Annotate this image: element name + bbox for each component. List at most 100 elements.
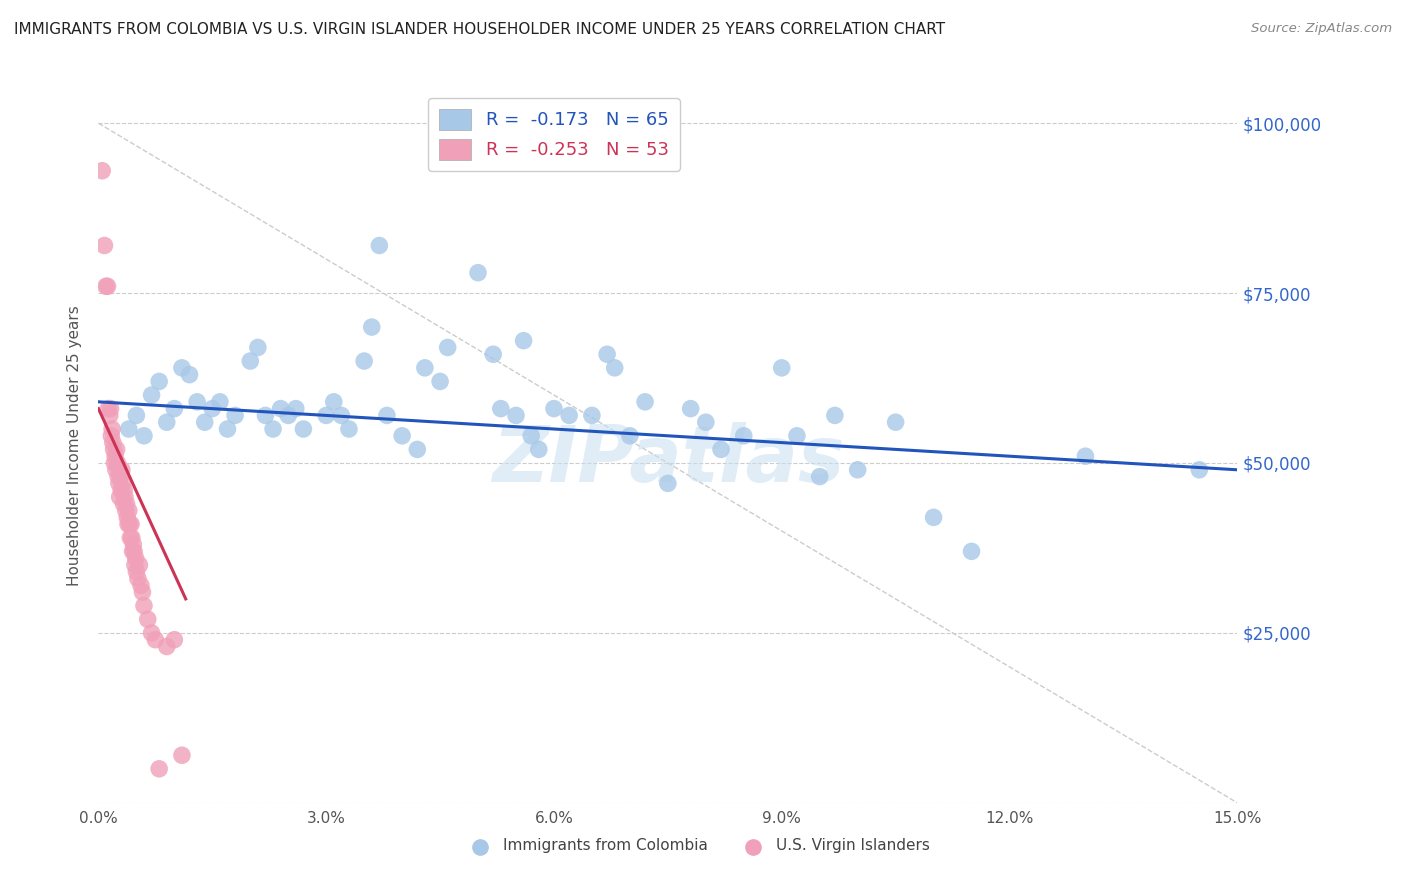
- Point: [315, 409, 337, 423]
- Point: [110, 469, 132, 483]
- Point: [179, 368, 201, 382]
- Point: [117, 517, 139, 532]
- Point: [581, 409, 603, 423]
- Point: [122, 544, 145, 558]
- Point: [375, 409, 398, 423]
- Point: [170, 748, 193, 763]
- Point: [657, 476, 679, 491]
- Point: [121, 544, 143, 558]
- Point: [322, 394, 344, 409]
- Point: [1074, 449, 1097, 463]
- Point: [131, 585, 153, 599]
- Point: [103, 456, 125, 470]
- Point: [118, 517, 141, 532]
- Point: [413, 360, 436, 375]
- Point: [505, 409, 527, 423]
- Point: [710, 442, 733, 457]
- Point: [1188, 463, 1211, 477]
- Point: [136, 612, 159, 626]
- Legend: R =  -0.173   N = 65, R =  -0.253   N = 53: R = -0.173 N = 65, R = -0.253 N = 53: [429, 98, 679, 170]
- Point: [695, 415, 717, 429]
- Point: [118, 422, 141, 436]
- Point: [125, 565, 148, 579]
- Point: [733, 429, 755, 443]
- Text: Immigrants from Colombia: Immigrants from Colombia: [503, 838, 707, 853]
- Point: [512, 334, 534, 348]
- Point: [141, 626, 163, 640]
- Point: [284, 401, 307, 416]
- Y-axis label: Householder Income Under 25 years: Householder Income Under 25 years: [67, 306, 83, 586]
- Point: [94, 279, 117, 293]
- Point: [112, 483, 135, 498]
- Point: [808, 469, 831, 483]
- Point: [156, 415, 179, 429]
- Point: [108, 490, 131, 504]
- Point: [770, 360, 793, 375]
- Point: [186, 394, 208, 409]
- Point: [619, 429, 641, 443]
- Point: [846, 463, 869, 477]
- Point: [120, 517, 142, 532]
- Point: [107, 456, 129, 470]
- Point: [558, 409, 581, 423]
- Point: [148, 375, 170, 389]
- Point: [118, 503, 141, 517]
- Point: [960, 544, 983, 558]
- Point: [922, 510, 945, 524]
- Point: [527, 442, 550, 457]
- Point: [330, 409, 353, 423]
- Point: [254, 409, 277, 423]
- Point: [429, 375, 451, 389]
- Point: [368, 238, 391, 252]
- Point: [884, 415, 907, 429]
- Point: [679, 401, 702, 416]
- Point: [115, 497, 138, 511]
- Point: [110, 483, 132, 498]
- Point: [482, 347, 505, 361]
- Point: [170, 360, 193, 375]
- Point: [156, 640, 179, 654]
- Point: [121, 531, 143, 545]
- Point: [96, 279, 118, 293]
- Point: [125, 409, 148, 423]
- Point: [128, 558, 150, 572]
- Point: [132, 599, 155, 613]
- Point: [292, 422, 315, 436]
- Point: [120, 531, 142, 545]
- Point: [246, 341, 269, 355]
- Point: [353, 354, 375, 368]
- Point: [603, 360, 626, 375]
- Point: [145, 632, 167, 647]
- Point: [489, 401, 512, 416]
- Point: [101, 422, 124, 436]
- Point: [217, 422, 239, 436]
- Point: [194, 415, 217, 429]
- Point: [436, 341, 458, 355]
- Point: [104, 449, 127, 463]
- Point: [93, 238, 115, 252]
- Point: [543, 401, 565, 416]
- Text: Source: ZipAtlas.com: Source: ZipAtlas.com: [1251, 22, 1392, 36]
- Point: [208, 394, 231, 409]
- Text: ZIPatlas: ZIPatlas: [492, 422, 844, 499]
- Point: [520, 429, 543, 443]
- Text: IMMIGRANTS FROM COLOMBIA VS U.S. VIRGIN ISLANDER HOUSEHOLDER INCOME UNDER 25 YEA: IMMIGRANTS FROM COLOMBIA VS U.S. VIRGIN …: [14, 22, 945, 37]
- Point: [105, 442, 128, 457]
- Point: [360, 320, 382, 334]
- Point: [124, 558, 146, 572]
- Point: [108, 476, 131, 491]
- Point: [406, 442, 429, 457]
- Point: [104, 463, 127, 477]
- Point: [786, 429, 808, 443]
- Point: [239, 354, 262, 368]
- Point: [129, 578, 152, 592]
- Point: [337, 422, 360, 436]
- Point: [124, 551, 146, 566]
- Text: U.S. Virgin Islanders: U.S. Virgin Islanders: [776, 838, 929, 853]
- Point: [467, 266, 489, 280]
- Point: [114, 490, 136, 504]
- Point: [98, 409, 121, 423]
- Point: [100, 429, 122, 443]
- Point: [107, 469, 129, 483]
- Point: [100, 401, 122, 416]
